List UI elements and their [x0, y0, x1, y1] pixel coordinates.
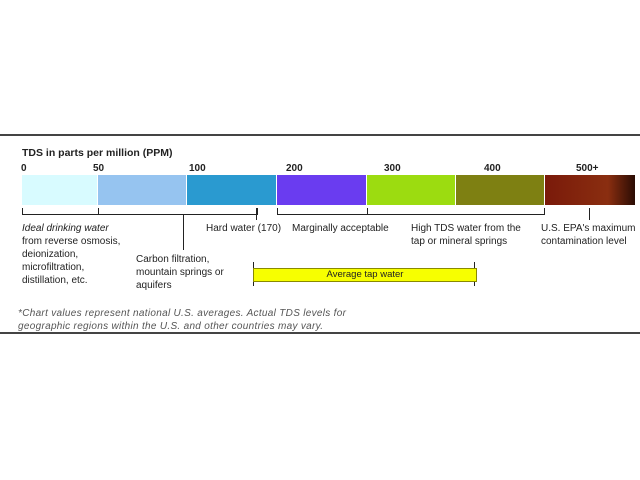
- label-carbon-line: Carbon filtration,: [136, 254, 210, 265]
- bracket-ideal: [22, 208, 99, 215]
- average-tap-water-bar: Average tap water: [253, 268, 477, 282]
- label-ideal-line: distillation, etc.: [22, 275, 88, 286]
- tick-label: 300: [384, 163, 401, 174]
- tds-band-400-500: [456, 175, 544, 205]
- footnote-line: *Chart values represent national U.S. av…: [18, 308, 347, 319]
- label-carbon-line: mountain springs or: [136, 267, 224, 278]
- tick-label: 50: [93, 163, 105, 174]
- footnote: *Chart values represent national U.S. av…: [18, 307, 346, 333]
- label-marginal: Marginally acceptable: [292, 223, 389, 234]
- tick-label: 400: [484, 163, 501, 174]
- chart-title: TDS in parts per million (PPM): [22, 147, 173, 159]
- tds-band-50-100: [98, 175, 186, 205]
- label-carbon-line: aquifers: [136, 280, 172, 291]
- label-ideal: Ideal drinking water from reverse osmosi…: [22, 222, 120, 287]
- tds-band-200-300: [277, 175, 366, 205]
- label-hard-water: Hard water (170): [206, 223, 282, 234]
- tick-label: 500+: [576, 163, 599, 174]
- label-epa: U.S. EPA's maximum contamination level: [541, 222, 636, 248]
- tds-band-500-plus: [545, 175, 635, 205]
- epa-marker: [589, 208, 590, 220]
- tds-band-100-200: [187, 175, 276, 205]
- bracket-marginal: [277, 208, 368, 215]
- bracket-carbon: [98, 208, 258, 215]
- label-ideal-line: deionization,: [22, 249, 79, 260]
- footnote-line: geographic regions within the U.S. and o…: [18, 321, 324, 332]
- bracket-stem: [183, 215, 184, 250]
- tds-chart-panel: TDS in parts per million (PPM) 0 50 100 …: [0, 134, 640, 334]
- label-ideal-italic: Ideal drinking water: [22, 223, 109, 234]
- label-epa-line: contamination level: [541, 236, 627, 247]
- label-high-line: High TDS water from the: [411, 223, 521, 234]
- tds-band-0-50: [22, 175, 97, 205]
- tick-label: 200: [286, 163, 303, 174]
- label-ideal-line: from reverse osmosis,: [22, 236, 121, 247]
- tick-label: 0: [21, 163, 27, 174]
- tds-band-300-400: [367, 175, 455, 205]
- label-high-line: tap or mineral springs: [411, 236, 508, 247]
- hard-water-marker: [256, 208, 257, 220]
- label-carbon: Carbon filtration, mountain springs or a…: [136, 253, 224, 292]
- label-high-tds: High TDS water from the tap or mineral s…: [411, 222, 521, 248]
- label-ideal-line: microfiltration,: [22, 262, 85, 273]
- tick-label: 100: [189, 163, 206, 174]
- bracket-high-tds: [367, 208, 545, 215]
- label-epa-line: U.S. EPA's maximum: [541, 223, 636, 234]
